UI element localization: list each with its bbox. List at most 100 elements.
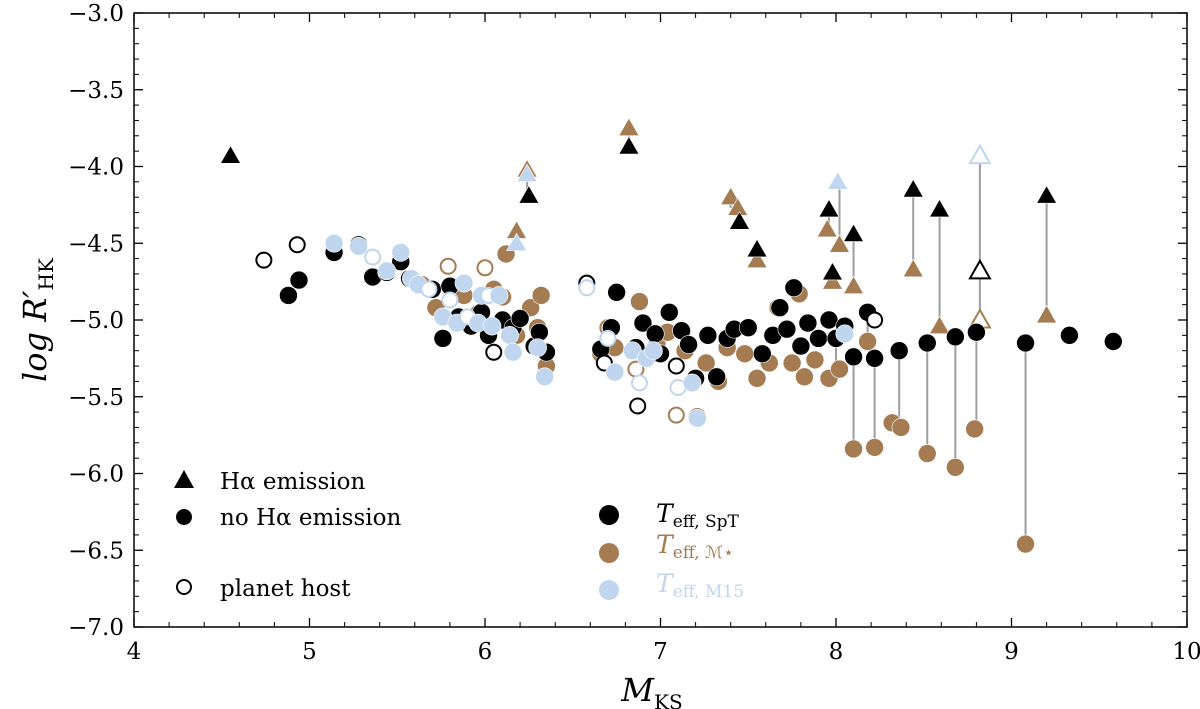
data-point-mstar (1036, 304, 1058, 324)
y-tick-label: −4.0 (68, 155, 124, 181)
data-point-m15 (835, 324, 855, 344)
data-point-m15 (578, 279, 596, 297)
data-point-mstar (1016, 534, 1035, 554)
data-point-spt (784, 278, 804, 298)
data-point-mstar (618, 117, 640, 136)
legend-label-halpha: Hα emission (220, 469, 365, 495)
data-point-mstar (830, 359, 849, 379)
legend-label-planet-host: planet host (220, 576, 351, 602)
data-point-spt (929, 198, 951, 218)
data-point-m15 (605, 362, 625, 382)
data-point-spt (518, 185, 540, 204)
data-point-mstar (917, 444, 937, 463)
data-point-mstar (965, 419, 984, 439)
data-point-spt (279, 286, 298, 305)
data-point-spt (667, 357, 685, 375)
data-points (220, 117, 1123, 554)
data-point-spt (679, 335, 698, 354)
data-point-m15 (489, 286, 509, 305)
data-point-spt (967, 322, 986, 342)
data-point-m15 (682, 373, 702, 393)
data-point-m15 (500, 326, 519, 345)
x-tick-label: 6 (478, 639, 493, 665)
data-point-mstar (782, 353, 802, 373)
legend-circle-open-icon (176, 579, 192, 595)
data-point-spt (255, 251, 273, 269)
data-point-spt (752, 344, 772, 364)
legend-series-m15: Teff, M15 (656, 569, 744, 602)
svg-text:MKS: MKS (620, 671, 682, 709)
data-point-mstar (795, 367, 814, 387)
data-point-mstar (696, 353, 716, 373)
data-point-spt (707, 367, 726, 387)
axis-ticks: 4 5 6 7 8 9 10 −3.0 −3.5 −4.0 −4.5 −5.0 −5.5 −6.0 −6.5… (68, 1, 1200, 665)
x-axis-label: MKS (620, 671, 682, 709)
data-point-m15 (482, 316, 502, 336)
data-point-mstar (747, 369, 767, 388)
data-point-spt (865, 349, 884, 368)
legend-triangle-filled-icon (174, 470, 194, 488)
data-point-spt (618, 135, 640, 155)
data-point-spt (866, 311, 884, 329)
data-point-spt (1036, 185, 1058, 204)
data-point-mstar (531, 286, 551, 305)
data-point-mstar (439, 257, 457, 275)
legend-series: Teff, SpT Teff, ℳ⋆ Teff, M15 (599, 499, 744, 602)
x-tick-label: 4 (127, 639, 142, 665)
data-point-spt (902, 178, 924, 198)
legend-swatch-mstar (599, 543, 619, 563)
data-point-mstar (720, 186, 742, 205)
data-point-spt (798, 313, 818, 333)
data-point-mstar (667, 406, 685, 424)
data-point-spt (728, 211, 750, 230)
data-point-spt (220, 145, 242, 164)
data-point-spt (819, 310, 839, 330)
legend-swatch-spt (599, 505, 619, 525)
data-point-mstar (891, 418, 911, 437)
data-point-m15 (324, 233, 344, 253)
data-point-m15 (503, 342, 523, 362)
data-point-spt (889, 341, 909, 361)
data-point-m15 (630, 374, 648, 392)
data-point-mstar (735, 344, 755, 364)
data-point-mstar (865, 438, 884, 457)
x-tick-label: 7 (653, 639, 668, 665)
data-point-mstar (476, 259, 494, 277)
y-axis-label-sub: HK (34, 257, 58, 290)
data-point-m15 (688, 408, 707, 428)
data-point-mstar (630, 292, 649, 311)
data-point-mstar (902, 258, 924, 278)
data-point-spt (629, 397, 647, 415)
data-point-spt (289, 270, 309, 290)
x-axis-label-main: M (620, 671, 655, 709)
data-point-m15 (454, 273, 474, 293)
data-point-spt (607, 283, 626, 302)
legend-series-spt: Teff, SpT (656, 499, 740, 532)
y-tick-label: −3.0 (68, 1, 124, 27)
y-tick-label: −5.5 (68, 385, 124, 411)
data-point-spt (645, 324, 665, 344)
data-point-spt (1103, 332, 1123, 351)
data-point-spt (843, 223, 865, 242)
y-axis-label: log R′HK (16, 257, 58, 382)
data-point-m15 (391, 243, 411, 262)
data-point-spt (791, 336, 811, 356)
data-point-spt (844, 347, 863, 367)
data-point-spt (770, 298, 790, 318)
y-tick-label: −7.0 (68, 615, 124, 641)
legend-swatch-m15 (599, 580, 619, 600)
data-point-m15 (968, 143, 992, 165)
x-tick-label: 9 (1004, 639, 1019, 665)
data-point-mstar (805, 350, 825, 370)
data-point-m15 (377, 261, 397, 281)
data-point-m15 (420, 280, 438, 298)
data-point-spt (821, 261, 844, 281)
y-tick-label: −6.0 (68, 462, 124, 488)
legend-circle-filled-icon (176, 509, 192, 525)
data-point-mstar (946, 458, 965, 477)
data-point-spt (968, 258, 992, 280)
data-point-mstar (929, 315, 951, 334)
data-point-m15 (506, 232, 528, 252)
legend-label-no-halpha: no Hα emission (220, 505, 401, 531)
